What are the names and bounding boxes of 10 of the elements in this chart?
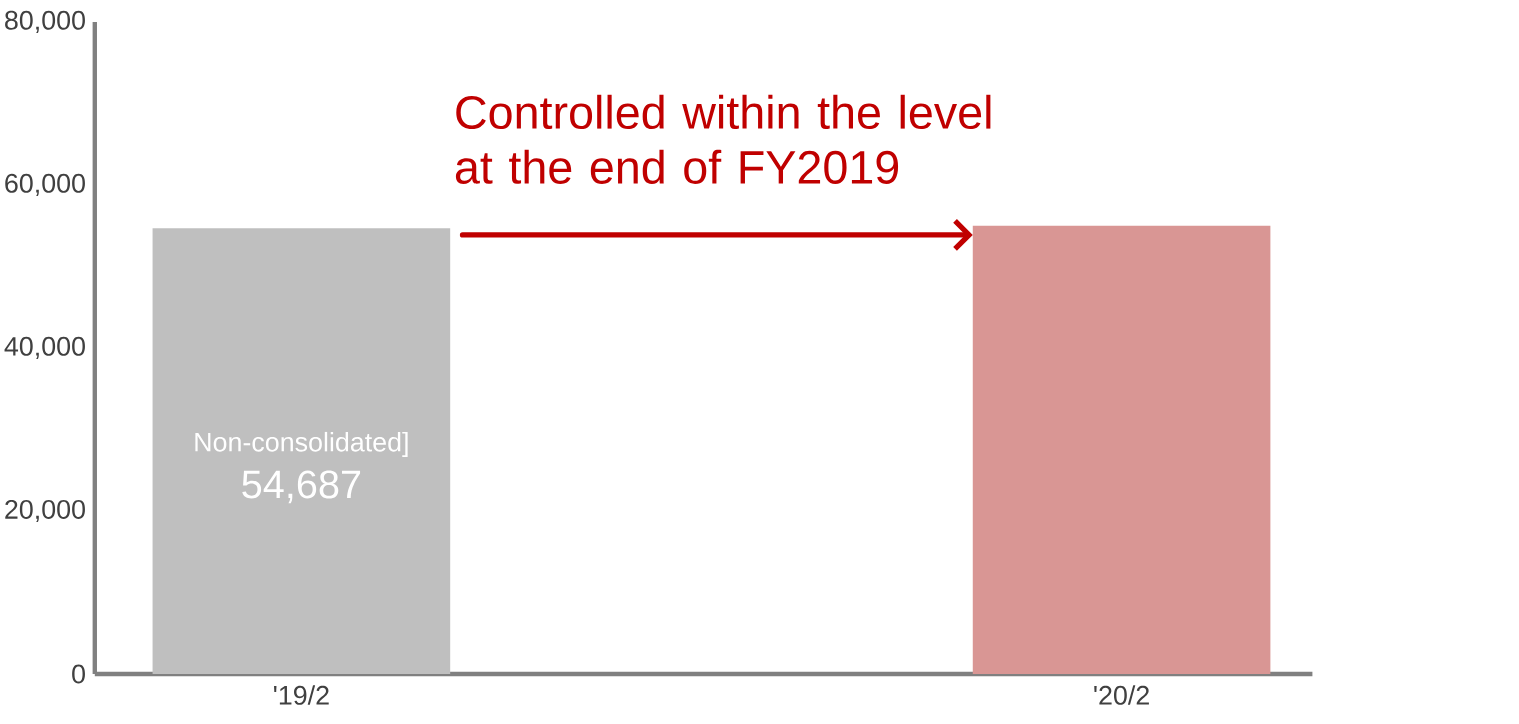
annotation: Non-consolidated] — [195, 431, 408, 457]
y-tick-label: 40,000 — [4, 336, 85, 360]
x-tick-label: '19/2 — [274, 685, 329, 705]
y-tick-label: 60,000 — [5, 173, 85, 197]
data-label: 54,687 — [242, 470, 361, 504]
y-tick-label: 20,000 — [5, 499, 85, 523]
annotation: Controlled within the level at the end of FY2019 — [455, 94, 991, 184]
x-tick-label: '20/2 — [1094, 685, 1149, 705]
y-tick-label: 80,000 — [5, 10, 85, 34]
y-tick-label: 0 — [72, 664, 85, 684]
